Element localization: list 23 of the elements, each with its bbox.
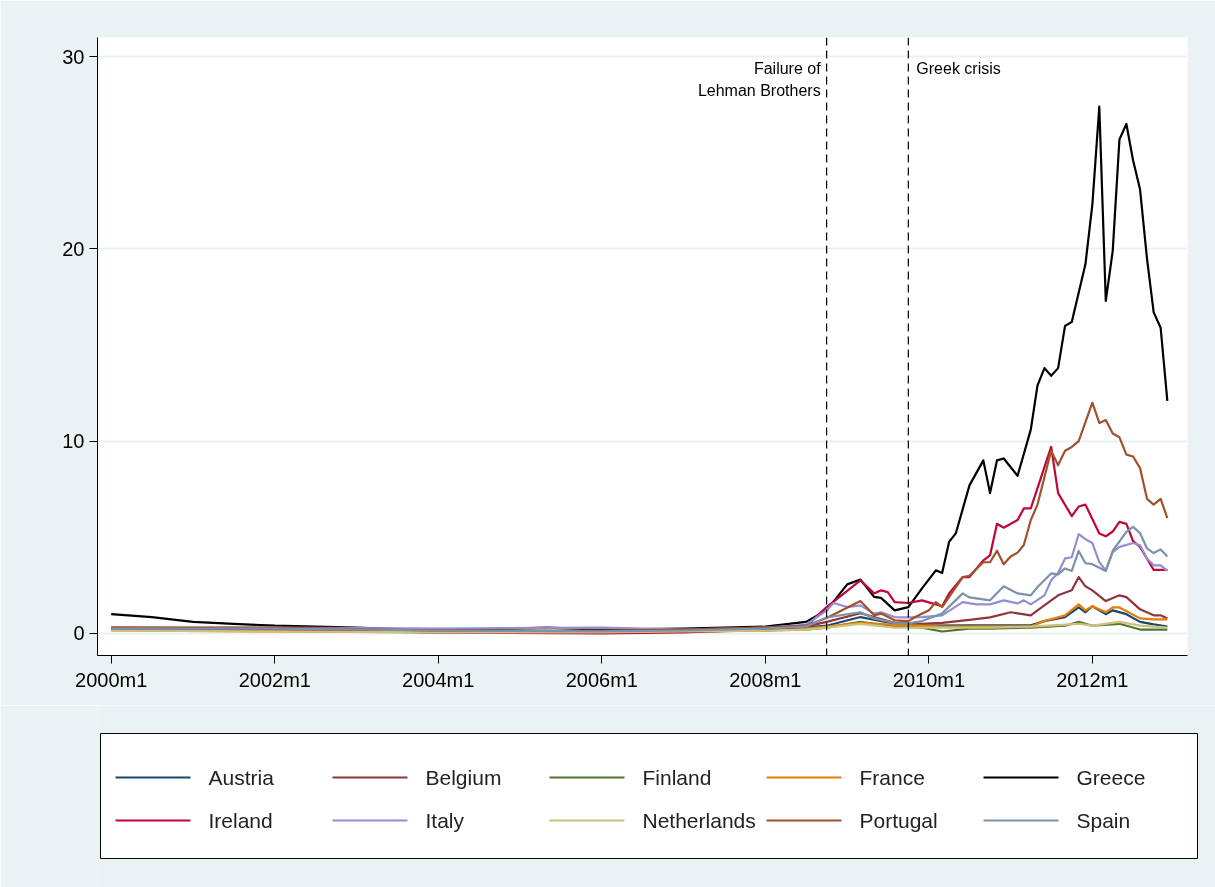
legend-label: Ireland bbox=[208, 809, 273, 832]
legend-label: Spain bbox=[1076, 809, 1131, 832]
x-tick-label: 2002m1 bbox=[238, 668, 311, 691]
x-tick-label: 2004m1 bbox=[402, 668, 475, 691]
legend-label: Netherlands bbox=[642, 809, 756, 832]
y-tick-label: 30 bbox=[62, 45, 85, 68]
x-tick-label: 2010m1 bbox=[892, 668, 966, 691]
legend-label: France bbox=[859, 766, 925, 789]
x-tick-label: 2008m1 bbox=[729, 668, 802, 691]
legend-label: Belgium bbox=[425, 766, 502, 789]
y-tick-label: 20 bbox=[62, 237, 85, 260]
legend-label: Portugal bbox=[859, 809, 938, 832]
legend-label: Finland bbox=[642, 766, 712, 789]
legend-label: Austria bbox=[208, 766, 275, 789]
x-tick-label: 2012m1 bbox=[1056, 668, 1129, 691]
y-tick-label: 10 bbox=[62, 430, 85, 453]
ref-line-label: Greek crisis bbox=[916, 59, 1001, 77]
legend-label: Greece bbox=[1076, 766, 1146, 789]
x-tick-label: 2000m1 bbox=[75, 668, 148, 691]
legend-label: Italy bbox=[425, 809, 465, 832]
ref-line-label: Failure of Lehman Brothers bbox=[697, 59, 822, 99]
x-tick-label: 2006m1 bbox=[565, 668, 639, 691]
y-tick-label: 0 bbox=[73, 622, 85, 645]
